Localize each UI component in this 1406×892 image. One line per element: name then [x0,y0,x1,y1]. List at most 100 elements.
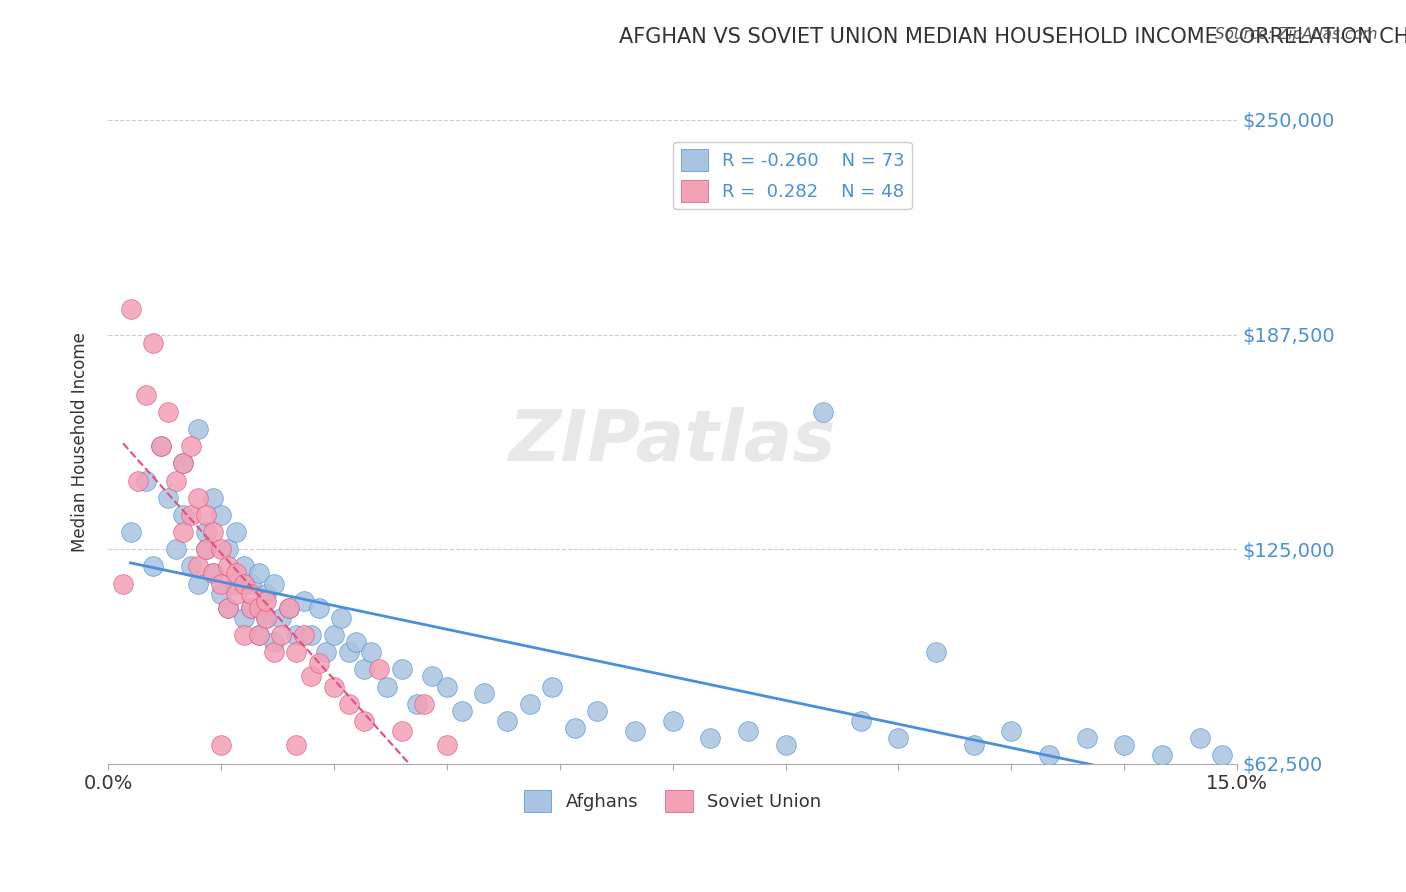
Point [254,593,277,607]
Point [217,559,239,574]
Point [180,559,202,574]
Point [172,508,194,522]
Point [925,645,948,659]
Point [263,576,285,591]
Point [285,628,308,642]
Text: Source: ZipAtlas.com: Source: ZipAtlas.com [1215,27,1378,42]
Point [172,456,194,470]
Point [187,491,209,505]
Point [187,422,209,436]
Point [624,724,647,739]
Point [1211,748,1233,763]
Point [474,686,496,700]
Point [157,405,180,419]
Point [887,731,910,745]
Point [360,645,382,659]
Point [247,628,270,642]
Point [202,566,225,581]
Point [963,738,986,752]
Point [775,738,797,752]
Point [225,566,247,581]
Point [1188,731,1211,745]
Point [450,704,472,718]
Point [420,669,443,683]
Point [135,474,157,488]
Point [157,491,180,505]
Text: ZIPatlas: ZIPatlas [509,408,837,476]
Point [263,645,285,659]
Point [315,645,337,659]
Point [277,600,299,615]
Point [330,611,353,625]
Point [240,587,263,601]
Point [337,645,360,659]
Point [292,593,315,607]
Point [149,439,172,453]
Point [254,611,277,625]
Point [232,628,254,642]
Point [322,680,344,694]
Point [405,697,427,711]
Point [436,738,458,752]
Point [209,576,232,591]
Point [120,524,142,539]
Point [1038,748,1060,763]
Point [299,669,322,683]
Point [322,628,344,642]
Point [519,697,541,711]
Point [194,542,217,557]
Point [346,635,368,649]
Point [225,576,247,591]
Point [172,456,194,470]
Point [811,405,834,419]
Point [240,600,263,615]
Point [285,738,308,752]
Point [564,721,586,735]
Point [240,576,263,591]
Point [209,542,232,557]
Point [413,697,436,711]
Point [232,576,254,591]
Point [194,508,217,522]
Point [737,724,759,739]
Point [165,474,187,488]
Point [209,508,232,522]
Point [225,524,247,539]
Point [541,680,564,694]
Legend: Afghans, Soviet Union: Afghans, Soviet Union [517,782,828,819]
Point [586,704,609,718]
Point [1114,738,1136,752]
Point [353,714,375,728]
Point [165,542,187,557]
Point [375,680,398,694]
Point [391,724,413,739]
Point [180,439,202,453]
Point [270,611,292,625]
Point [299,628,322,642]
Point [240,600,263,615]
Point [849,714,872,728]
Point [391,662,413,676]
Point [254,611,277,625]
Point [180,508,202,522]
Point [1000,724,1022,739]
Point [209,738,232,752]
Point [172,524,194,539]
Point [308,656,330,670]
Point [1076,731,1098,745]
Point [142,336,165,351]
Point [270,628,292,642]
Point [135,387,157,401]
Point [308,600,330,615]
Point [1150,748,1173,763]
Point [232,559,254,574]
Point [225,587,247,601]
Text: AFGHAN VS SOVIET UNION MEDIAN HOUSEHOLD INCOME CORRELATION CHART: AFGHAN VS SOVIET UNION MEDIAN HOUSEHOLD … [619,27,1406,46]
Point [263,635,285,649]
Point [112,576,135,591]
Point [699,731,721,745]
Point [120,301,142,316]
Point [194,524,217,539]
Point [247,628,270,642]
Point [202,491,225,505]
